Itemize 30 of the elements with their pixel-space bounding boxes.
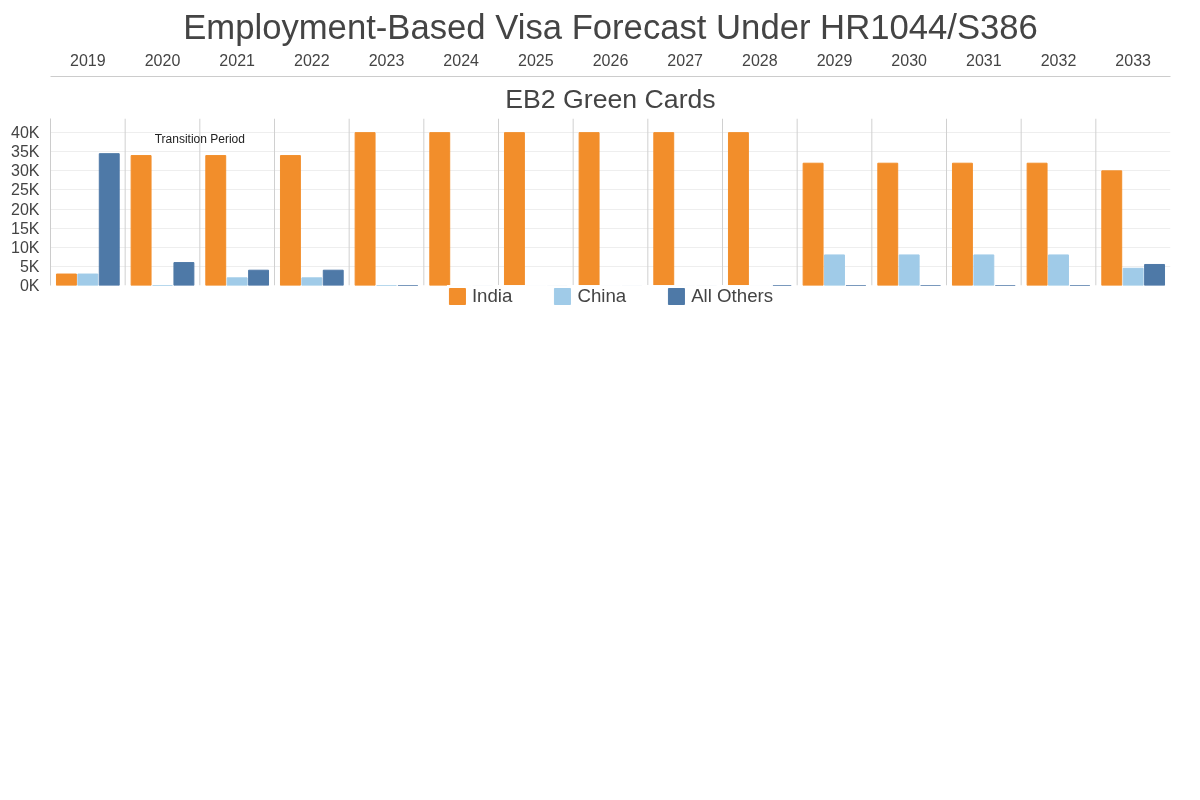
x-tick-label: 2027 xyxy=(667,51,704,69)
chart-subtitle: EB2 Green Cards xyxy=(505,83,716,114)
y-tick-label: 25K xyxy=(11,181,40,199)
y-tick-label: 20K xyxy=(11,200,40,218)
x-tick-label: 2029 xyxy=(816,51,853,69)
legend-label: India xyxy=(471,285,513,307)
x-tick-label: 2023 xyxy=(368,51,405,69)
y-tick-label: 0K xyxy=(19,277,40,294)
x-tick-label: 2033 xyxy=(1115,51,1152,69)
legend-label: China xyxy=(577,285,627,307)
x-tick-label: 2028 xyxy=(742,51,778,69)
x-tick-label: 2026 xyxy=(592,51,629,69)
y-tick-label: 35K xyxy=(11,143,40,161)
x-tick-label: 2032 xyxy=(1040,51,1077,69)
chart-title: Employment-Based Visa Forecast Under HR1044/S386 xyxy=(183,7,1038,46)
x-tick-label: 2030 xyxy=(891,51,928,69)
y-tick-label: 10K xyxy=(11,238,40,256)
x-tick-label: 2020 xyxy=(144,51,181,69)
y-tick-label: 15K xyxy=(11,219,40,237)
y-tick-label: 5K xyxy=(19,257,40,275)
x-tick-label: 2024 xyxy=(443,51,480,69)
y-tick-label: 30K xyxy=(11,162,40,180)
annotation: Transition Period xyxy=(154,132,245,147)
legend-label: All Others xyxy=(691,285,774,307)
y-tick-label: 40K xyxy=(11,124,40,142)
x-tick-label: 2031 xyxy=(966,51,1002,69)
x-tick-label: 2019 xyxy=(70,51,106,69)
x-tick-label: 2021 xyxy=(219,51,256,69)
x-tick-label: 2025 xyxy=(518,51,554,69)
x-tick-label: 2022 xyxy=(294,51,330,69)
